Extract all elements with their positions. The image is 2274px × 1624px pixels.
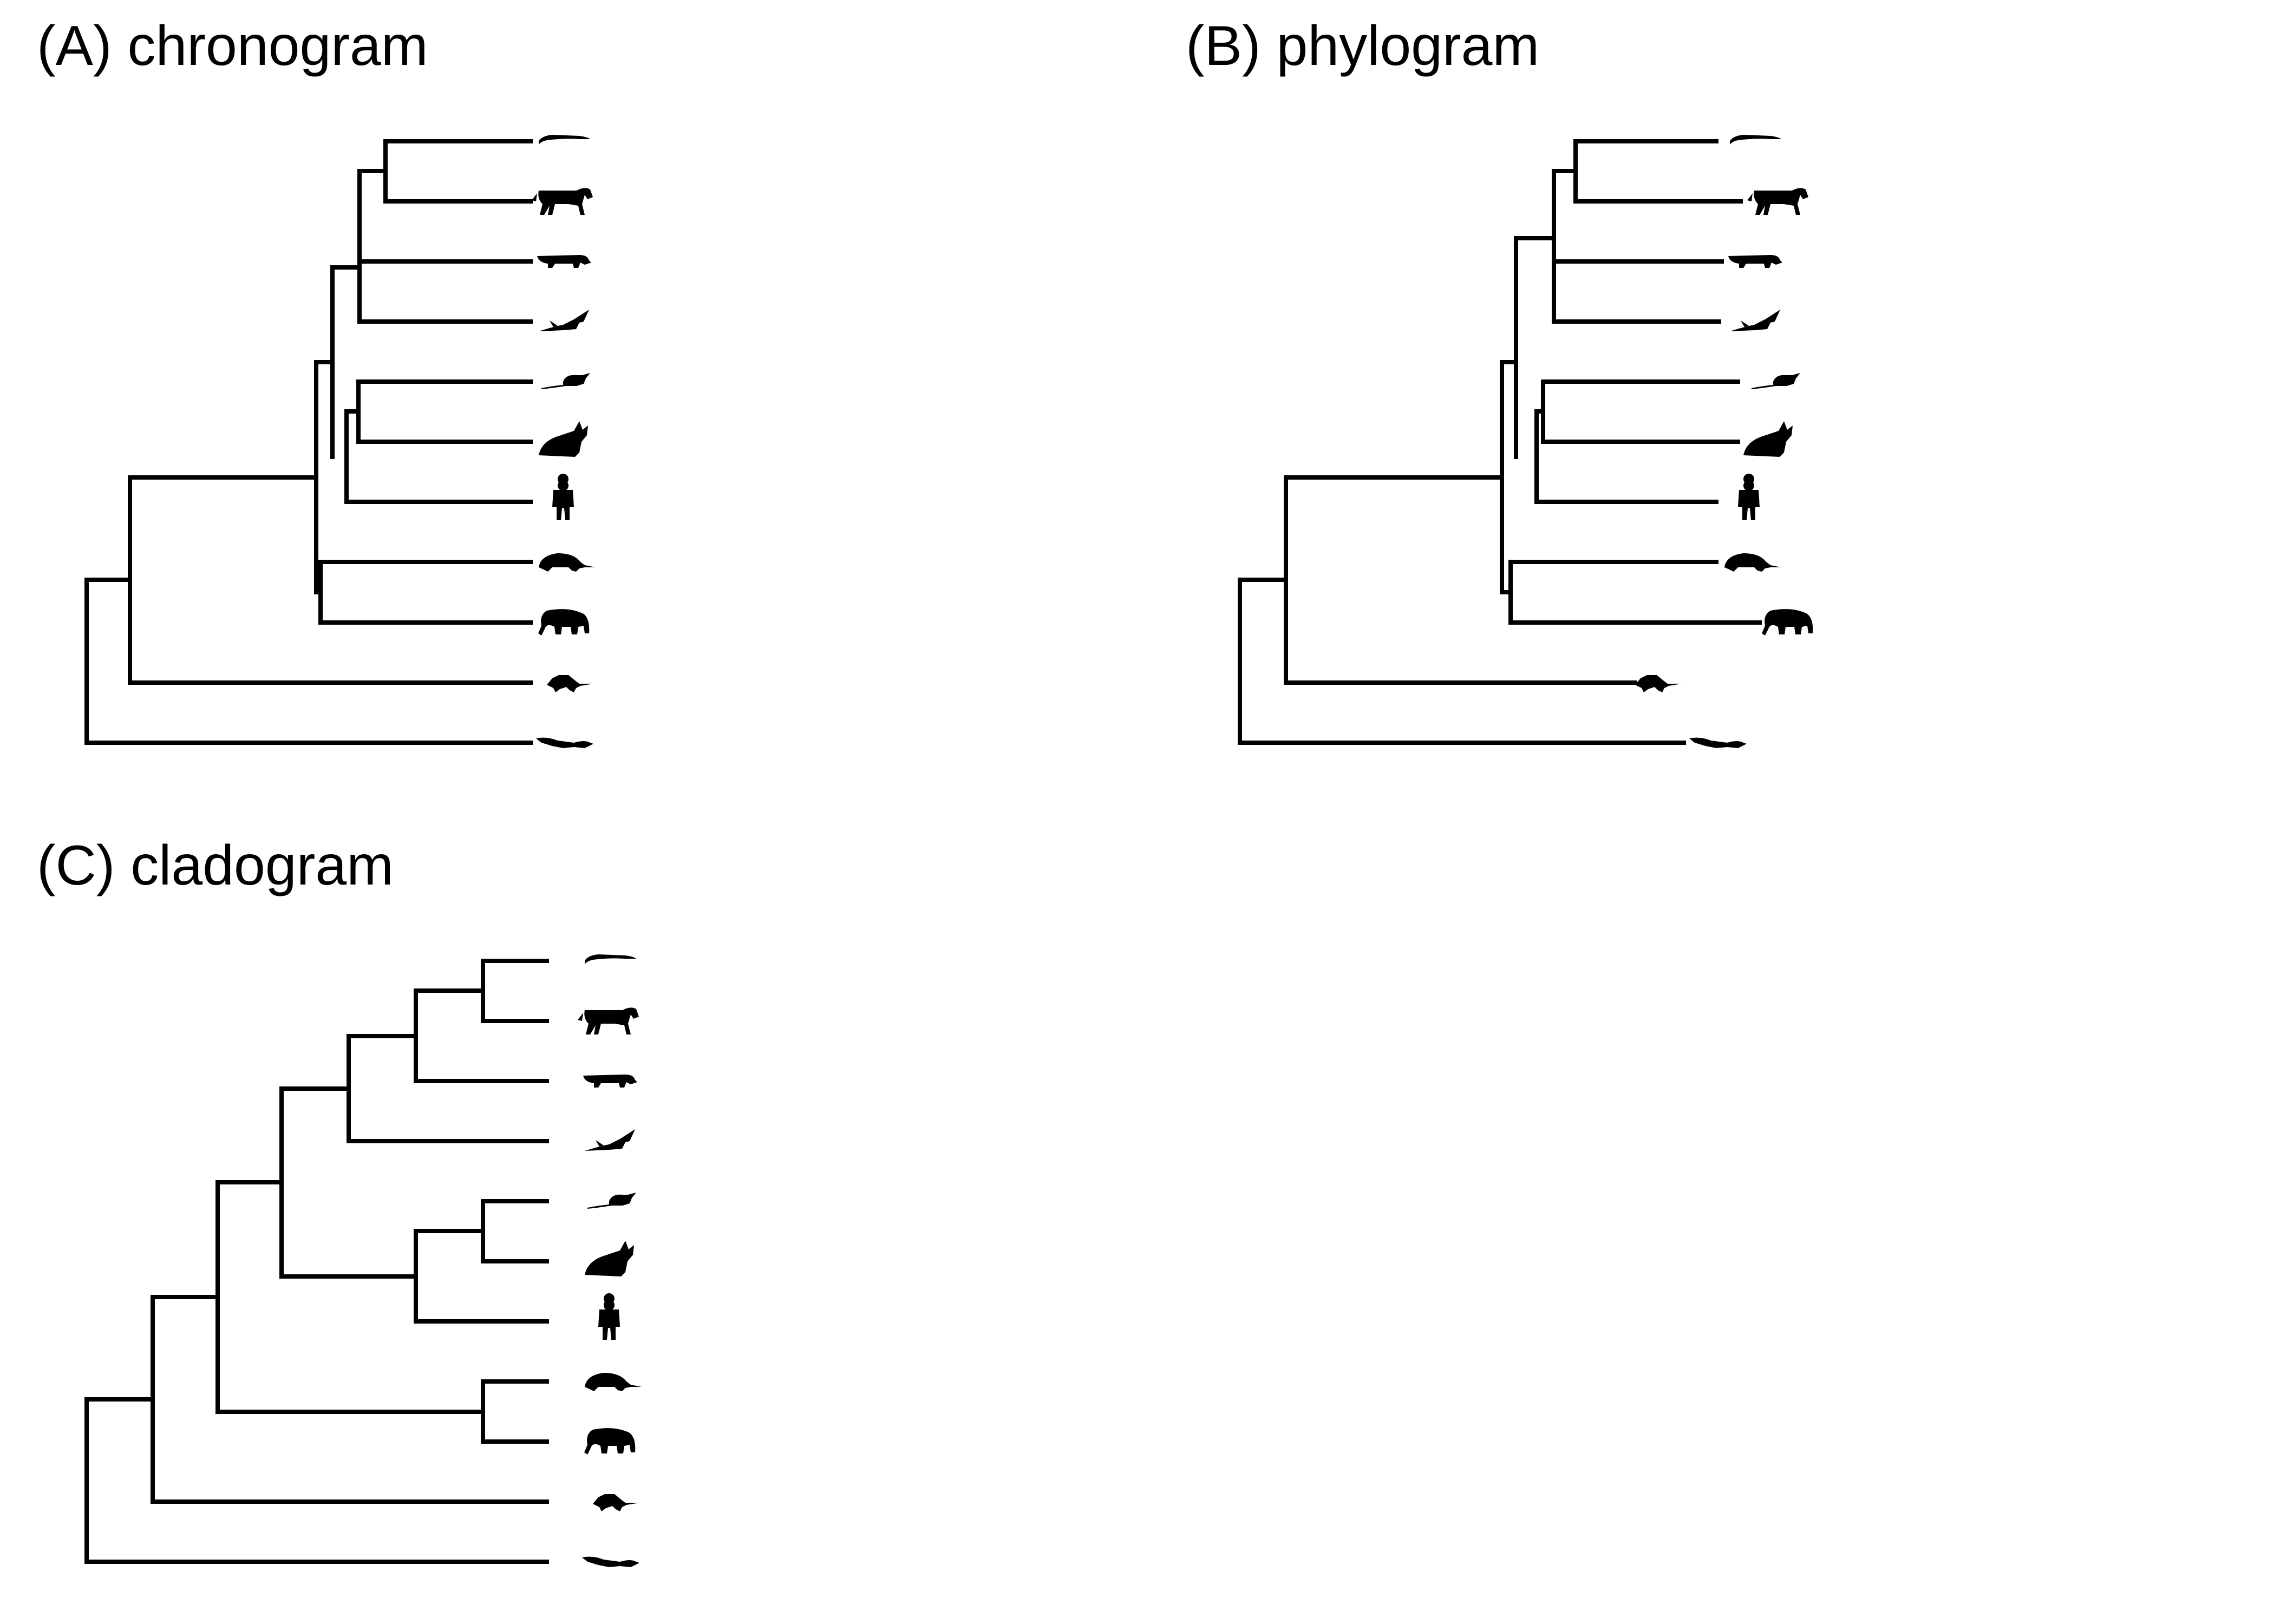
- cat-icon: [583, 1075, 637, 1088]
- panel-phylogram: (B) phylogram: [1186, 15, 1813, 748]
- opossum-icon: [593, 1494, 639, 1511]
- opossum-icon: [1635, 675, 1682, 692]
- armadillo-icon: [585, 1373, 642, 1391]
- bat-icon: [539, 310, 589, 331]
- platypus-like-icon: [585, 954, 636, 964]
- tip-icons-chronogram: [532, 135, 596, 748]
- rabbit-icon: [539, 421, 588, 457]
- platypus-icon: [536, 737, 593, 748]
- horse-icon: [578, 1007, 639, 1034]
- branch: [84, 959, 485, 1564]
- human-icon: [1738, 474, 1760, 520]
- platypus-icon: [1689, 737, 1747, 748]
- opossum-icon: [547, 675, 593, 692]
- mouse-icon: [1752, 373, 1800, 389]
- armadillo-icon: [1724, 553, 1781, 572]
- cat-icon: [537, 255, 591, 268]
- branch: [1238, 139, 1762, 745]
- armadillo-icon: [539, 553, 596, 572]
- bat-icon: [1730, 310, 1780, 331]
- tree-chronogram: [84, 139, 533, 745]
- platypus-like-icon: [1730, 135, 1781, 145]
- panel-cladogram: (C) cladogram: [37, 834, 642, 1567]
- rabbit-icon: [585, 1241, 634, 1276]
- elephant-icon: [584, 1428, 636, 1455]
- human-icon: [552, 474, 574, 520]
- branch: [1238, 139, 1578, 745]
- branch: [84, 959, 549, 1564]
- panel-title-cladogram: (C) cladogram: [37, 834, 394, 897]
- panel-title-phylogram: (B) phylogram: [1186, 15, 1539, 77]
- horse-icon: [1747, 188, 1808, 215]
- horse-icon: [532, 188, 593, 215]
- platypus-icon: [582, 1556, 639, 1567]
- platypus-like-icon: [539, 135, 590, 145]
- elephant-icon: [1762, 609, 1813, 636]
- branch: [84, 139, 533, 745]
- panel-title-chronogram: (A) chronogram: [37, 15, 428, 77]
- rabbit-icon: [1743, 421, 1793, 457]
- elephant-icon: [538, 609, 590, 636]
- human-icon: [598, 1293, 620, 1340]
- mouse-icon: [587, 1193, 636, 1209]
- bat-icon: [585, 1129, 635, 1151]
- tree-cladogram: [84, 959, 549, 1564]
- cat-icon: [1728, 255, 1782, 268]
- tree-phylogram: [1238, 139, 1762, 745]
- panel-chronogram: (A) chronogram: [37, 15, 596, 748]
- mouse-icon: [541, 373, 590, 389]
- tip-icons-cladogram: [578, 954, 642, 1567]
- branch: [84, 139, 388, 745]
